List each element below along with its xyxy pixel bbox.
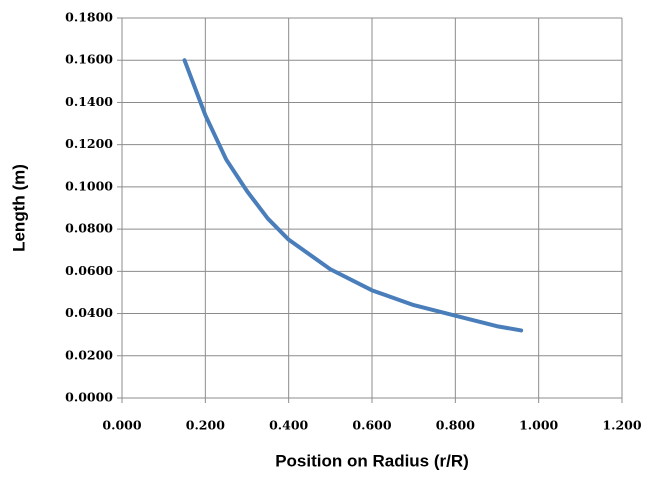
x-axis-title: Position on Radius (r/R) <box>275 451 469 470</box>
y-tick-label: 0.1800 <box>65 10 113 25</box>
x-tick-label: 0.400 <box>269 418 308 433</box>
y-tick-label: 0.1000 <box>65 178 113 193</box>
y-tick-label: 0.1600 <box>65 52 113 67</box>
y-tick-label: 0.0200 <box>65 347 113 362</box>
data-line <box>182 58 524 333</box>
y-tick-label: 0.1200 <box>65 136 113 151</box>
y-tick-label: 0.1400 <box>65 94 113 109</box>
x-tick-label: 0.200 <box>186 418 225 433</box>
y-tick-label: 0.0000 <box>65 390 113 405</box>
x-tick-label: 0.000 <box>102 418 141 433</box>
x-tick-label: 1.000 <box>519 418 558 433</box>
x-tick-label: 0.800 <box>436 418 475 433</box>
x-tick-label: 1.200 <box>602 418 641 433</box>
y-tick-label: 0.0800 <box>65 221 113 236</box>
y-tick-label: 0.0400 <box>65 305 113 320</box>
x-tick-label: 0.600 <box>352 418 391 433</box>
y-axis-title: Length (m) <box>9 164 28 252</box>
y-tick-label: 0.0600 <box>65 263 113 278</box>
